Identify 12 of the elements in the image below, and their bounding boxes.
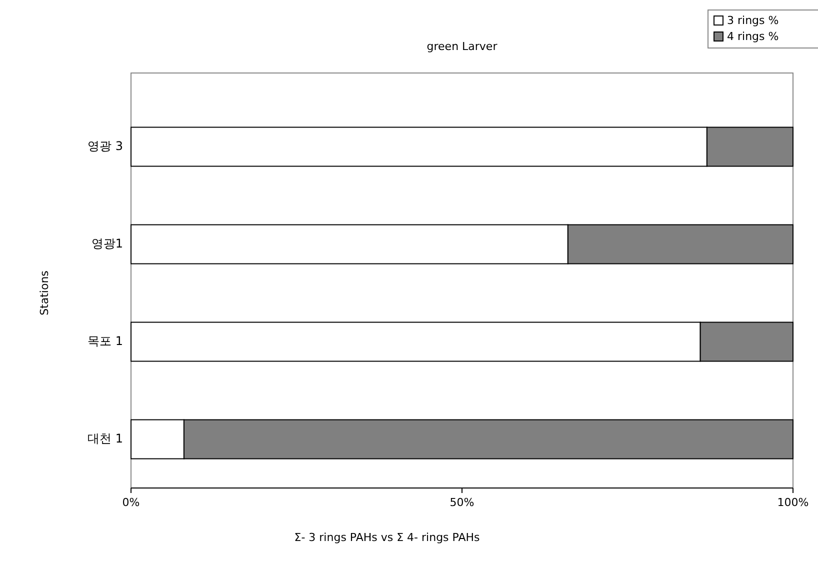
y-axis-title: Stations bbox=[38, 270, 51, 316]
y-tick-label: 영광 3 bbox=[88, 139, 123, 154]
x-tick-label: 0% bbox=[122, 496, 140, 509]
x-tick-label: 50% bbox=[450, 496, 474, 509]
legend-label: 4 rings % bbox=[727, 30, 779, 43]
legend-label: 3 rings % bbox=[727, 14, 779, 27]
y-tick-label: 목포 1 bbox=[88, 334, 123, 348]
x-axis-title: Σ- 3 rings PAHs vs Σ 4- rings PAHs bbox=[294, 531, 480, 544]
y-tick-label: 영광1 bbox=[91, 236, 123, 251]
y-tick-label: 대천 1 bbox=[88, 432, 123, 446]
chart-title: green Larver bbox=[426, 40, 498, 53]
x-tick-label: 100% bbox=[777, 496, 809, 509]
